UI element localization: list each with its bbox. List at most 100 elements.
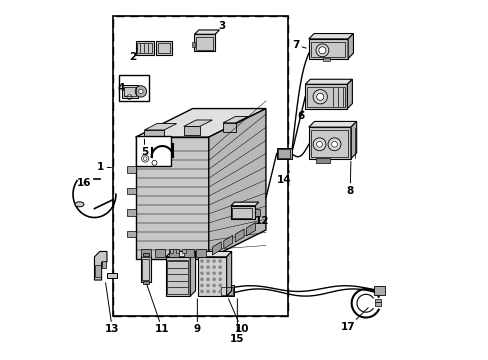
Polygon shape [230,202,258,206]
Bar [315,158,329,163]
Circle shape [206,278,209,281]
Text: 14: 14 [277,172,291,185]
Bar [122,85,138,98]
Circle shape [135,86,146,97]
Polygon shape [212,242,221,255]
Bar [310,130,347,157]
Circle shape [212,278,216,281]
Circle shape [212,284,216,287]
Circle shape [315,44,328,57]
Circle shape [212,290,216,293]
Bar [374,302,381,306]
Text: 6: 6 [297,111,304,121]
Text: 11: 11 [146,284,169,334]
Text: 2: 2 [128,48,137,62]
Polygon shape [305,79,352,84]
Polygon shape [94,251,107,280]
Bar [310,42,344,57]
Text: 13: 13 [105,283,120,334]
Bar [157,43,170,53]
Polygon shape [208,109,265,258]
Bar [373,287,385,295]
Text: 15: 15 [230,299,244,344]
Circle shape [206,284,209,287]
Polygon shape [308,33,353,39]
Text: 3: 3 [215,21,225,34]
Bar [176,249,179,253]
Circle shape [218,265,222,269]
Polygon shape [198,251,231,257]
Circle shape [312,90,326,104]
Polygon shape [183,120,212,126]
Bar [305,84,346,109]
Bar [167,260,188,294]
Bar [142,259,149,280]
Text: 4: 4 [117,83,125,97]
Bar [196,249,206,257]
Bar [323,58,329,61]
Polygon shape [135,109,265,137]
Bar [194,34,215,51]
Circle shape [206,290,209,293]
Polygon shape [350,121,356,158]
Circle shape [327,138,340,151]
Polygon shape [226,251,231,296]
Text: 9: 9 [193,299,201,334]
Bar [155,249,165,257]
Bar [191,42,195,47]
Circle shape [200,284,203,287]
Circle shape [212,259,216,263]
Circle shape [316,93,323,100]
Bar [126,231,135,237]
Circle shape [139,89,143,94]
Bar [183,249,193,257]
Circle shape [218,278,222,281]
Bar [119,75,149,102]
Circle shape [206,265,209,269]
Polygon shape [223,116,247,123]
Text: 1: 1 [97,162,111,172]
Bar [126,166,135,173]
Bar [308,127,350,158]
Bar [306,87,344,107]
Polygon shape [346,79,352,109]
Circle shape [200,259,203,263]
Polygon shape [224,235,232,249]
Circle shape [212,265,216,269]
Polygon shape [194,30,219,34]
Bar [113,16,287,316]
Bar [182,249,185,253]
Bar [126,209,135,216]
Bar [255,209,259,216]
Bar [137,43,152,53]
Bar [230,206,255,219]
Text: 5: 5 [141,139,148,157]
Bar [135,136,171,166]
Polygon shape [144,130,164,137]
Polygon shape [235,229,244,242]
Circle shape [218,259,222,263]
Bar [126,188,135,194]
Circle shape [212,271,216,275]
Bar [102,261,106,267]
Bar [142,282,149,284]
Bar [141,256,151,282]
Polygon shape [107,273,116,278]
Text: 10: 10 [228,299,248,334]
Circle shape [318,47,325,54]
Bar [196,37,213,50]
Bar [219,285,234,296]
Polygon shape [183,126,200,135]
Circle shape [312,138,325,151]
Bar [95,265,101,277]
Circle shape [200,265,203,269]
Bar [156,41,172,55]
Bar [123,87,136,96]
Circle shape [218,284,222,287]
Ellipse shape [75,202,84,207]
Circle shape [218,290,222,293]
Polygon shape [246,222,255,236]
Bar [278,149,290,158]
Circle shape [206,259,209,263]
Circle shape [200,271,203,275]
